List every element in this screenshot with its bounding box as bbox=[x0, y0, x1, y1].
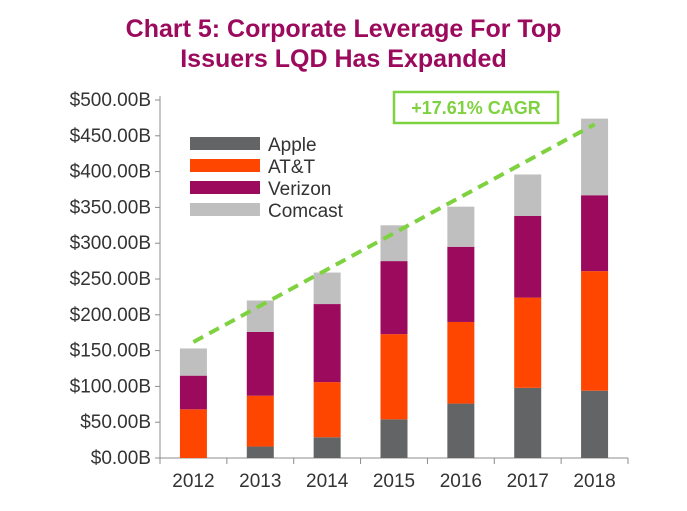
bar-segment-verizon bbox=[179, 375, 207, 410]
bar-segment-comcast bbox=[581, 118, 609, 196]
bar-segment-at-t bbox=[514, 297, 542, 388]
x-tick-label: 2017 bbox=[507, 471, 549, 492]
y-tick-label: $500.00B bbox=[70, 90, 151, 111]
legend-label: AT&T bbox=[268, 157, 316, 178]
bar-segment-apple bbox=[514, 387, 542, 458]
y-tick-label: $250.00B bbox=[70, 269, 151, 290]
x-tick-label: 2015 bbox=[373, 471, 415, 492]
bar-segment-verizon bbox=[514, 215, 542, 298]
cagr-label: +17.61% CAGR bbox=[411, 98, 541, 118]
chart-title-line-2: Issuers LQD Has Expanded bbox=[180, 45, 507, 73]
bar-segment-at-t bbox=[380, 334, 408, 420]
legend-label: Apple bbox=[268, 135, 317, 156]
bar-segment-comcast bbox=[514, 174, 542, 216]
bar-segment-verizon bbox=[581, 195, 609, 272]
legend-swatch-comcast bbox=[190, 203, 260, 216]
y-tick-label: $150.00B bbox=[70, 341, 151, 362]
y-tick-label: $50.00B bbox=[80, 412, 151, 433]
x-tick-label: 2014 bbox=[306, 471, 349, 492]
bar-segment-apple bbox=[447, 403, 475, 458]
bar-segment-at-t bbox=[447, 321, 475, 404]
legend-swatch-at-t bbox=[190, 159, 260, 172]
bar-segment-comcast bbox=[313, 272, 341, 305]
bar-segment-apple bbox=[246, 446, 274, 458]
bar-segment-verizon bbox=[313, 304, 341, 383]
y-tick-label: $200.00B bbox=[70, 305, 151, 326]
x-tick-label: 2013 bbox=[239, 471, 281, 492]
y-tick-label: $300.00B bbox=[70, 233, 151, 254]
bar-segment-comcast bbox=[179, 348, 207, 376]
y-tick-label: $350.00B bbox=[70, 197, 151, 218]
cagr-label-box bbox=[392, 90, 560, 125]
chart-title-line-1: Chart 5: Corporate Leverage For Top bbox=[125, 15, 562, 43]
bar-segment-at-t bbox=[581, 271, 609, 391]
cagr-trend-line bbox=[192, 122, 596, 344]
x-tick-label: 2018 bbox=[573, 471, 615, 492]
bar-segment-comcast bbox=[380, 225, 408, 262]
legend-label: Verizon bbox=[268, 179, 331, 200]
bar-segment-apple bbox=[313, 437, 341, 458]
legend-swatch-apple bbox=[190, 137, 260, 150]
bar-segment-at-t bbox=[313, 382, 341, 438]
legend-swatch-verizon bbox=[190, 181, 260, 194]
bar-segment-apple bbox=[581, 390, 609, 458]
bar-segment-comcast bbox=[447, 206, 475, 247]
legend-label: Comcast bbox=[268, 201, 344, 222]
y-tick-label: $450.00B bbox=[70, 126, 151, 147]
bar-segment-verizon bbox=[380, 261, 408, 335]
bar-segment-apple bbox=[380, 419, 408, 458]
y-tick-label: $400.00B bbox=[70, 162, 151, 183]
chart-title: Chart 5: Corporate Leverage For Top Issu… bbox=[0, 14, 687, 74]
bar-segment-at-t bbox=[246, 395, 274, 447]
bar-segment-verizon bbox=[447, 246, 475, 322]
y-tick-label: $0.00B bbox=[91, 448, 151, 469]
y-tick-label: $100.00B bbox=[70, 376, 151, 397]
x-tick-label: 2016 bbox=[440, 471, 482, 492]
bar-segment-at-t bbox=[179, 409, 207, 458]
x-tick-label: 2012 bbox=[172, 471, 214, 492]
bar-segment-verizon bbox=[246, 331, 274, 396]
